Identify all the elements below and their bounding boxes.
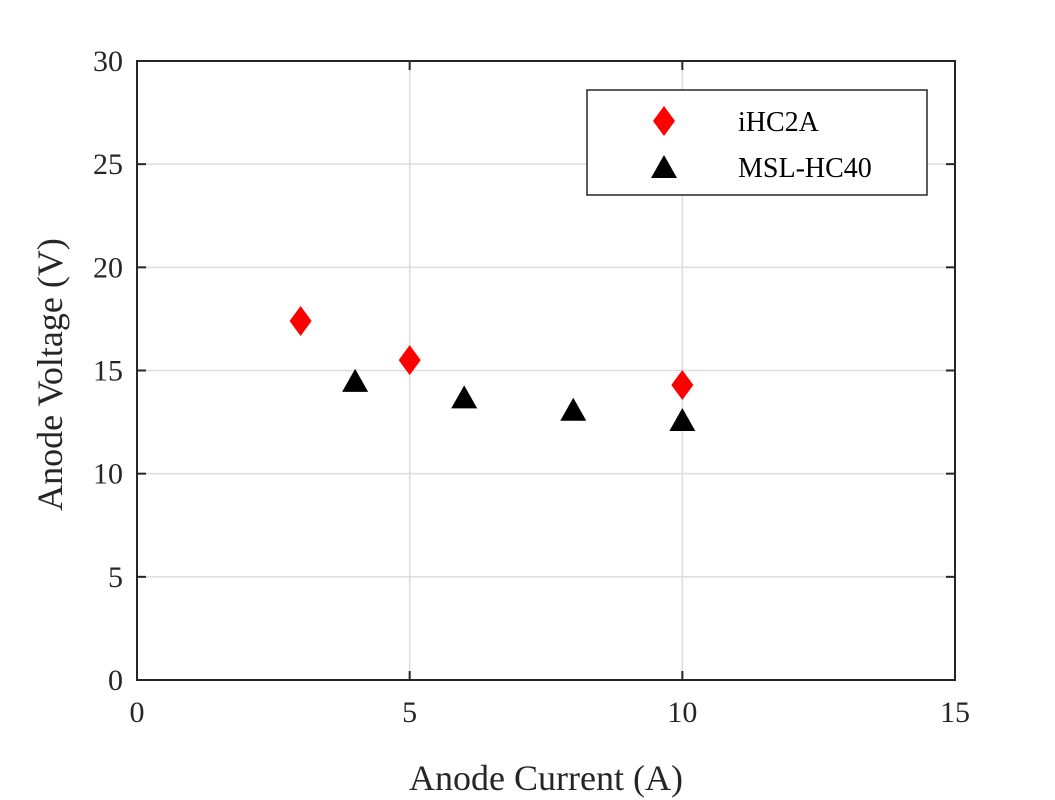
triangle-marker [669,408,696,432]
legend-label-ihc2a: iHC2A [738,107,820,138]
triangle-marker [651,155,677,178]
y-tick-label: 5 [108,561,123,594]
legend-marker-ihc2a [653,106,675,136]
triangle-marker [451,385,478,409]
y-axis-title: Anode Voltage (V) [30,238,70,511]
y-tick-label: 10 [93,458,123,491]
y-tick-label: 20 [93,251,123,284]
data-markers [289,305,696,432]
x-tick-label: 5 [402,696,417,729]
y-tick-label: 15 [93,355,123,388]
legend-box [586,89,928,196]
axis-ticks [136,60,956,681]
x-axis-title: Anode Current (A) [409,758,683,798]
diamond-marker [653,106,675,136]
diamond-marker [398,345,421,376]
x-tick-labels: 0 5 10 15 [130,696,971,729]
x-tick-label: 10 [667,696,697,729]
legend-label-msl-hc40: MSL-HC40 [738,153,872,184]
diamond-marker [671,369,694,400]
diamond-marker [289,305,312,336]
x-tick-label: 0 [130,696,145,729]
triangle-marker [560,397,587,421]
legend-marker-msl-hc40 [651,155,677,178]
y-tick-label: 0 [108,664,123,697]
y-tick-label: 25 [93,148,123,181]
x-tick-label: 15 [940,696,970,729]
legend: iHC2A MSL-HC40 [586,89,928,196]
triangle-marker [342,368,369,392]
y-tick-label: 30 [93,45,123,78]
y-tick-labels: 0 5 10 15 20 25 30 [93,45,123,697]
